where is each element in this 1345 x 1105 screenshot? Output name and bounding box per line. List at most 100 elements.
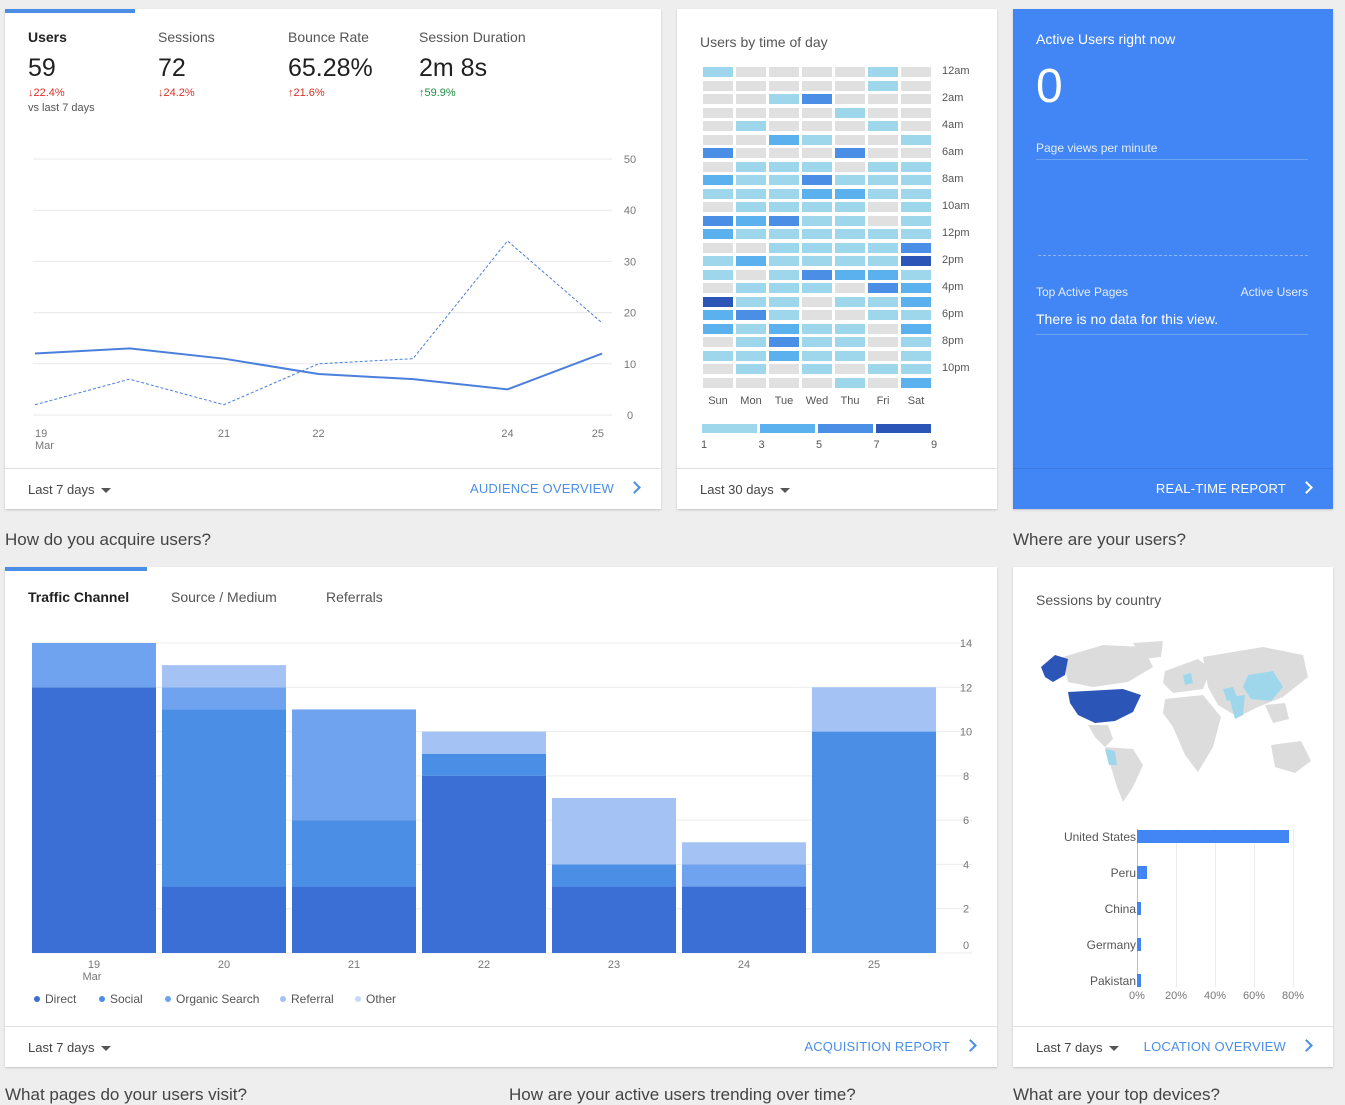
- country-bar: [1137, 902, 1141, 915]
- date-range-dropdown[interactable]: Last 7 days: [28, 482, 111, 497]
- heatmap-cell: [802, 161, 832, 172]
- heatmap-cell: [703, 148, 733, 158]
- legend-tick-label: 9: [931, 439, 938, 451]
- bar-segment-social: [422, 753, 546, 776]
- pageviews-label: Page views per minute: [1036, 141, 1158, 155]
- heatmap-cell: [802, 202, 832, 212]
- metric-session-duration[interactable]: Session Duration 2m 8s ↑59.9%: [419, 29, 526, 99]
- metric-users[interactable]: Users 59 ↓22.4% vs last 7 days: [28, 29, 95, 114]
- heatmap-cell: [703, 350, 733, 361]
- heatmap-cell: [802, 377, 832, 388]
- y-tick-label: 8: [963, 771, 969, 783]
- map-region-africa: [1163, 695, 1221, 772]
- chevron-right-icon: [628, 481, 641, 494]
- heatmap-cell: [769, 377, 799, 388]
- heatmap-cell: [736, 80, 766, 91]
- date-range-dropdown[interactable]: Last 7 days: [1036, 1040, 1119, 1055]
- x-tick-label: 40%: [1203, 990, 1227, 1002]
- tab-source-medium[interactable]: Source / Medium: [171, 589, 277, 605]
- legend-social: Social: [99, 992, 143, 1006]
- devices-section-title: What are your top devices?: [1013, 1085, 1220, 1104]
- x-tick-label: 25: [592, 428, 604, 440]
- heatmap-cell: [703, 283, 733, 293]
- heatmap-cell: [901, 107, 931, 118]
- realtime-card: Active Users right now 0 Page views per …: [1013, 9, 1333, 509]
- heatmap-cell: [868, 80, 898, 91]
- heatmap-cell: [835, 80, 865, 91]
- top-active-pages-label: Top Active Pages: [1036, 285, 1129, 299]
- metric-value: 2m 8s: [419, 54, 488, 82]
- bar-segment-social: [812, 731, 936, 953]
- x-tick-label: 25: [868, 959, 880, 971]
- heatmap-cell: [736, 269, 766, 280]
- heatmap-cell: [703, 256, 733, 266]
- date-range-dropdown[interactable]: Last 7 days: [28, 1040, 111, 1055]
- map-region-united-states: [1068, 689, 1141, 723]
- heatmap-cell: [868, 323, 898, 334]
- x-tick-label: 21: [218, 428, 230, 440]
- x-tick-label: 24: [501, 428, 513, 440]
- world-map[interactable]: [1033, 637, 1313, 807]
- legend-swatch: [876, 424, 931, 433]
- heatmap-cell: [835, 161, 865, 172]
- country-label: United States: [1063, 830, 1136, 844]
- acquisition-section-title: How do you acquire users?: [5, 530, 212, 549]
- tab-traffic-channel[interactable]: Traffic Channel: [28, 589, 130, 605]
- heatmap-cell: [736, 148, 766, 158]
- heatmap-cell: [769, 350, 799, 361]
- heatmap-cell: [769, 310, 799, 320]
- date-range-dropdown[interactable]: Last 30 days: [700, 482, 790, 497]
- heatmap-cell: [703, 188, 733, 199]
- acquisition-report-link[interactable]: ACQUISITION REPORT: [804, 1039, 977, 1054]
- gridline: [1254, 829, 1255, 987]
- legend-dot-icon: [165, 996, 171, 1002]
- tab-referrals[interactable]: Referrals: [326, 589, 383, 605]
- audience-overview-link[interactable]: AUDIENCE OVERVIEW: [470, 481, 641, 496]
- heatmap-cell: [736, 67, 766, 77]
- heatmap-cell: [901, 350, 931, 361]
- heatmap-cell: [802, 229, 832, 239]
- heatmap-cell: [901, 310, 931, 320]
- heatmap-cell: [835, 188, 865, 199]
- map-region-greenland: [1133, 641, 1163, 659]
- legend-swatch: [760, 424, 815, 433]
- heatmap-cell: [835, 337, 865, 347]
- metric-label: Users: [28, 29, 67, 45]
- country-bar: [1137, 866, 1147, 879]
- location-section-title: Where are your users?: [1013, 530, 1186, 549]
- heatmap-cell: [802, 364, 832, 374]
- heatmap-cell: [802, 188, 832, 199]
- y-tick-label: 4: [963, 859, 969, 871]
- heatmap-cell: [703, 175, 733, 185]
- heatmap-cell: [703, 67, 733, 77]
- map-region-india: [1229, 695, 1245, 719]
- bar-segment-organic-search: [682, 864, 806, 887]
- legend-label: Social: [110, 992, 143, 1006]
- date-range-label: Last 7 days: [1036, 1040, 1103, 1055]
- heatmap-cell: [868, 350, 898, 361]
- heatmap-cell: [835, 364, 865, 374]
- heatmap-cell: [802, 256, 832, 266]
- heatmap-cell: [736, 94, 766, 104]
- heatmap-cell: [835, 215, 865, 226]
- metric-bounce-rate[interactable]: Bounce Rate 65.28% ↑21.6%: [288, 29, 373, 99]
- heatmap-cell: [802, 107, 832, 118]
- x-tick-label: 60%: [1242, 990, 1266, 1002]
- location-overview-link[interactable]: LOCATION OVERVIEW: [1144, 1039, 1313, 1054]
- heatmap-cell: [769, 148, 799, 158]
- realtime-report-link[interactable]: REAL-TIME REPORT: [1156, 481, 1313, 496]
- metric-sessions[interactable]: Sessions 72 ↓24.2%: [158, 29, 215, 99]
- map-region-peru: [1105, 749, 1117, 765]
- legend-other: Other: [355, 992, 396, 1006]
- heatmap-cell: [868, 296, 898, 307]
- hour-label: 12am: [942, 65, 970, 77]
- heatmap-cell: [703, 107, 733, 118]
- legend-dot-icon: [280, 996, 286, 1002]
- heatmap-cell: [703, 337, 733, 347]
- y-tick-label: 0: [627, 410, 633, 422]
- heatmap-cell: [835, 269, 865, 280]
- metric-change: ↑59.9%: [419, 87, 456, 99]
- gridline: [1176, 829, 1177, 987]
- heatmap-cell: [736, 283, 766, 293]
- date-range-label: Last 7 days: [28, 1040, 95, 1055]
